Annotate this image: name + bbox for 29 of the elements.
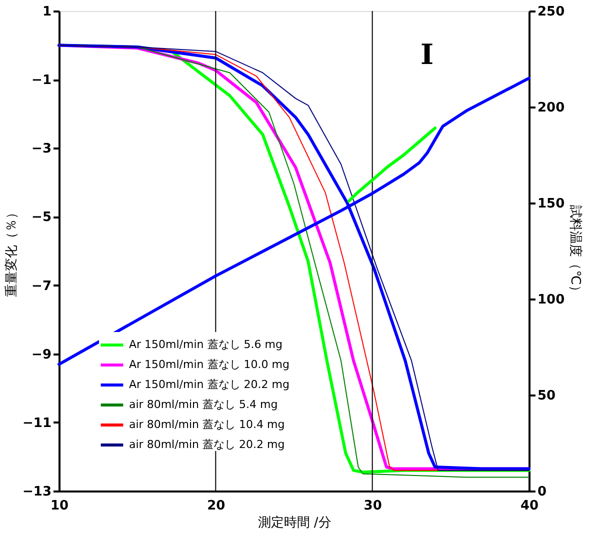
x-tick-label: 30	[364, 498, 382, 514]
y-tick-label: −13	[22, 484, 52, 500]
y-tick-label: −7	[32, 278, 52, 294]
legend-label: air 80ml/min 蓋なし 20.2 mg	[129, 438, 285, 451]
y-tick-label: 1	[42, 4, 52, 20]
annotation: I	[420, 38, 434, 71]
y-tick-label: −5	[32, 210, 52, 226]
y2-tick-label: 200	[538, 100, 565, 116]
y2-axis-title: 試料温度（℃）	[568, 205, 584, 298]
y-tick-label: −9	[32, 347, 52, 362]
y-tick-label: −11	[22, 416, 52, 431]
legend-label: air 80ml/min 蓋なし 10.4 mg	[129, 418, 285, 431]
line-series	[347, 126, 436, 203]
x-tick-label: 10	[50, 498, 69, 514]
y-tick-label: −3	[32, 142, 52, 157]
y-axis-title: 重量変化（％）	[4, 206, 20, 297]
y2-tick-label: 0	[538, 484, 547, 500]
legend-label: Ar 150ml/min 蓋なし 10.0 mg	[129, 358, 290, 371]
y2-tick-label: 100	[538, 292, 565, 308]
legend-label: Ar 150ml/min 蓋なし 5.6 mg	[129, 338, 282, 351]
x-axis-title: 測定時間 /分	[258, 516, 332, 530]
y2-tick-label: 250	[538, 4, 565, 20]
x-tick-label: 20	[207, 498, 226, 514]
x-tick-label: 40	[520, 498, 539, 514]
legend-label: Ar 150ml/min 蓋なし 20.2 mg	[129, 378, 290, 391]
legend-label: air 80ml/min 蓋なし 5.4 mg	[129, 398, 278, 411]
y2-tick-label: 50	[538, 388, 556, 404]
y-tick-label: −1	[32, 73, 52, 88]
y2-tick-label: 150	[538, 196, 565, 212]
